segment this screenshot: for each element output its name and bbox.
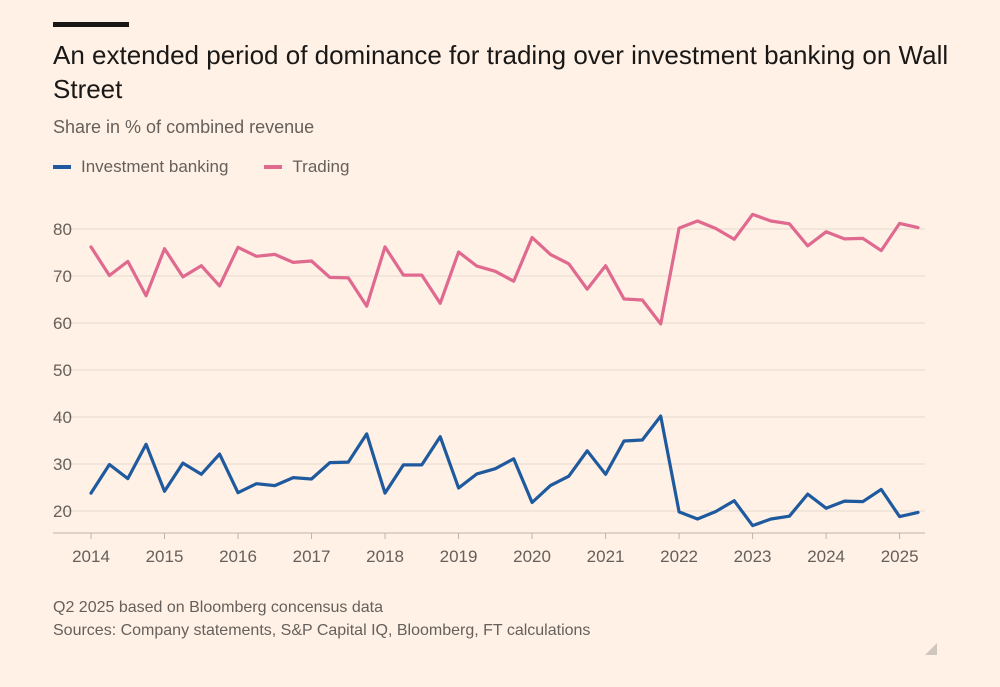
- legend-item-trading: Trading: [264, 157, 349, 177]
- x-tick-label-2018: 2018: [366, 547, 404, 566]
- x-tick-label-2023: 2023: [734, 547, 772, 566]
- x-tick-label-2014: 2014: [72, 547, 110, 566]
- x-tick-label-2015: 2015: [146, 547, 184, 566]
- y-tick-label-70: 70: [53, 267, 72, 286]
- y-tick-label-80: 80: [53, 220, 72, 239]
- legend-swatch-investment-banking: [53, 165, 71, 169]
- series-line-investment-banking: [89, 414, 920, 528]
- title-accent-bar: [53, 22, 129, 27]
- y-tick-label-20: 20: [53, 502, 72, 521]
- x-tick-label-2019: 2019: [440, 547, 478, 566]
- legend: Investment banking Trading: [53, 157, 385, 177]
- x-tick-label-2024: 2024: [807, 547, 845, 566]
- y-tick-label-50: 50: [53, 361, 72, 380]
- legend-item-investment-banking: Investment banking: [53, 157, 228, 177]
- x-tick-label-2025: 2025: [881, 547, 919, 566]
- chart-subtitle: Share in % of combined revenue: [53, 117, 315, 137]
- footnote-note: Q2 2025 based on Bloomberg concensus dat…: [53, 599, 384, 616]
- footnote-sources: Sources: Company statements, S&P Capital…: [53, 622, 591, 639]
- footnotes: Q2 2025 based on Bloomberg concensus dat…: [53, 596, 590, 642]
- x-tick-label-2020: 2020: [513, 547, 551, 566]
- legend-label-trading: Trading: [292, 157, 350, 176]
- y-tick-label-30: 30: [53, 455, 72, 474]
- chart-title: An extended period of dominance for trad…: [53, 40, 949, 104]
- x-tick-label-2016: 2016: [219, 547, 257, 566]
- y-tick-label-40: 40: [53, 408, 72, 427]
- x-tick-label-2021: 2021: [587, 547, 625, 566]
- x-tick-label-2022: 2022: [660, 547, 698, 566]
- legend-swatch-trading: [264, 165, 283, 169]
- x-tick-label-2017: 2017: [293, 547, 331, 566]
- y-tick-label-60: 60: [53, 314, 72, 333]
- series-line-trading: [89, 212, 920, 326]
- legend-label-investment-banking: Investment banking: [81, 157, 229, 176]
- resize-corner-icon: [925, 643, 937, 655]
